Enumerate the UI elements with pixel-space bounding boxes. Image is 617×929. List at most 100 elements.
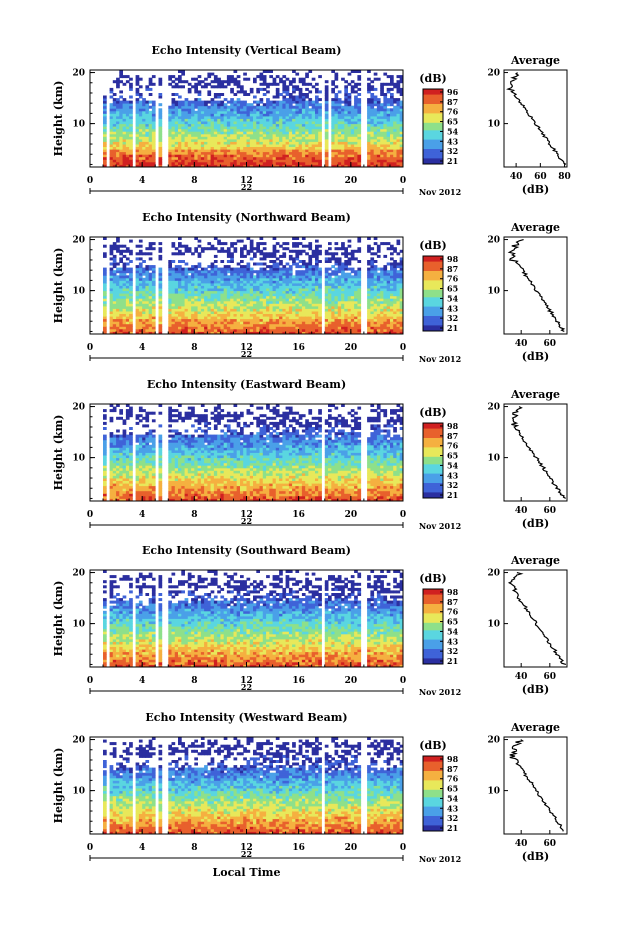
heatmap-cell bbox=[207, 131, 212, 135]
heatmap-cell bbox=[125, 156, 130, 160]
colorbar-swatch bbox=[423, 141, 443, 144]
heatmap-cell bbox=[210, 154, 215, 158]
heatmap-cell bbox=[240, 141, 244, 145]
heatmap-cell bbox=[187, 285, 192, 289]
heatmap-cell bbox=[259, 146, 264, 150]
heatmap-cell bbox=[148, 285, 153, 289]
heatmap-cell bbox=[217, 93, 221, 96]
heatmap-cell bbox=[191, 290, 195, 294]
heatmap-cell bbox=[204, 146, 208, 150]
heatmap-cell bbox=[168, 331, 172, 335]
heatmap-cell bbox=[341, 285, 345, 289]
heatmap-cell bbox=[357, 77, 362, 81]
heatmap-cell bbox=[249, 275, 254, 279]
heatmap-cell bbox=[298, 249, 303, 253]
heatmap-cell bbox=[347, 331, 352, 335]
heatmap-cell bbox=[178, 144, 182, 147]
heatmap-cell bbox=[145, 323, 150, 327]
heatmap-cell bbox=[328, 316, 332, 320]
heatmap-cell bbox=[191, 85, 195, 89]
heatmap-cell bbox=[220, 318, 225, 322]
heatmap-cell bbox=[158, 288, 163, 292]
heatmap-cell bbox=[337, 305, 342, 309]
heatmap-cell bbox=[292, 288, 296, 292]
heatmap-cell bbox=[148, 161, 153, 165]
heatmap-cell bbox=[236, 90, 241, 94]
colorbar-tick-label: 76 bbox=[447, 107, 459, 117]
heatmap-cell bbox=[217, 321, 221, 325]
heatmap-cell bbox=[171, 303, 176, 307]
heatmap-cell bbox=[168, 311, 172, 314]
heatmap-cell bbox=[129, 239, 133, 243]
heatmap-cell bbox=[328, 308, 332, 312]
heatmap-cell bbox=[200, 159, 205, 163]
heatmap-cell bbox=[370, 270, 375, 274]
heatmap bbox=[103, 237, 404, 335]
heatmap-cell bbox=[393, 151, 397, 155]
heatmap-cell bbox=[223, 308, 228, 312]
heatmap-cell bbox=[367, 237, 371, 240]
heatmap-cell bbox=[236, 161, 241, 165]
heatmap-cell bbox=[204, 126, 208, 130]
heatmap-cell bbox=[116, 244, 120, 248]
heatmap-cell bbox=[171, 154, 176, 158]
heatmap-cell bbox=[295, 323, 300, 327]
heatmap-cell bbox=[197, 265, 202, 269]
heatmap-cell bbox=[191, 113, 195, 117]
heatmap-cell bbox=[311, 300, 316, 304]
heatmap-cell bbox=[184, 100, 189, 104]
heatmap-cell bbox=[171, 164, 176, 168]
heatmap-cell bbox=[396, 126, 401, 130]
heatmap-cell bbox=[279, 105, 283, 109]
heatmap-cell bbox=[390, 154, 394, 158]
heatmap-cell bbox=[129, 290, 133, 294]
heatmap-cell bbox=[184, 103, 189, 107]
heatmap-cell bbox=[230, 311, 234, 314]
heatmap-cell bbox=[253, 313, 257, 317]
heatmap-cell bbox=[171, 300, 176, 304]
heatmap-cell bbox=[324, 305, 329, 309]
heatmap-cell bbox=[226, 138, 231, 142]
heatmap-cell bbox=[116, 149, 120, 153]
heatmap-cell bbox=[334, 242, 339, 246]
heatmap-cell bbox=[151, 326, 156, 330]
heatmap-cell bbox=[148, 244, 153, 248]
heatmap-cell bbox=[269, 313, 273, 317]
heatmap-cell bbox=[305, 100, 309, 104]
heatmap-cell bbox=[135, 285, 140, 289]
heatmap-cell bbox=[301, 128, 306, 132]
heatmap-cell bbox=[279, 267, 283, 271]
heatmap-cell bbox=[174, 303, 179, 307]
heatmap-cell bbox=[236, 280, 241, 284]
heatmap-cell bbox=[337, 303, 342, 307]
heatmap-cell bbox=[129, 115, 133, 119]
heatmap-cell bbox=[324, 105, 329, 109]
heatmap-cell bbox=[383, 100, 388, 104]
heatmap-cell bbox=[226, 328, 231, 332]
heatmap-cell bbox=[324, 272, 329, 276]
heatmap-cell bbox=[103, 295, 107, 299]
heatmap-cell bbox=[135, 138, 140, 142]
heatmap-cell bbox=[354, 154, 358, 158]
heatmap-cell bbox=[191, 126, 195, 130]
heatmap-cell bbox=[341, 161, 345, 165]
heatmap-cell bbox=[308, 98, 313, 102]
heatmap-cell bbox=[308, 118, 313, 122]
heatmap-cell bbox=[334, 95, 339, 99]
heatmap-cell bbox=[305, 262, 309, 266]
heatmap-cell bbox=[217, 149, 221, 153]
heatmap-cell bbox=[249, 316, 254, 320]
heatmap-cell bbox=[217, 108, 221, 112]
heatmap-cell bbox=[184, 133, 189, 137]
heatmap-cell bbox=[210, 80, 215, 84]
heatmap-cell bbox=[266, 311, 270, 314]
heatmap-cell bbox=[171, 151, 176, 155]
heatmap-cell bbox=[181, 316, 185, 320]
heatmap-cell bbox=[373, 316, 378, 320]
heatmap-cell bbox=[109, 280, 114, 284]
heatmap-cell bbox=[305, 280, 309, 284]
heatmap-cell bbox=[301, 161, 306, 165]
heatmap-cell bbox=[266, 308, 270, 312]
heatmap-cell bbox=[197, 123, 202, 127]
heatmap-cell bbox=[262, 318, 267, 322]
